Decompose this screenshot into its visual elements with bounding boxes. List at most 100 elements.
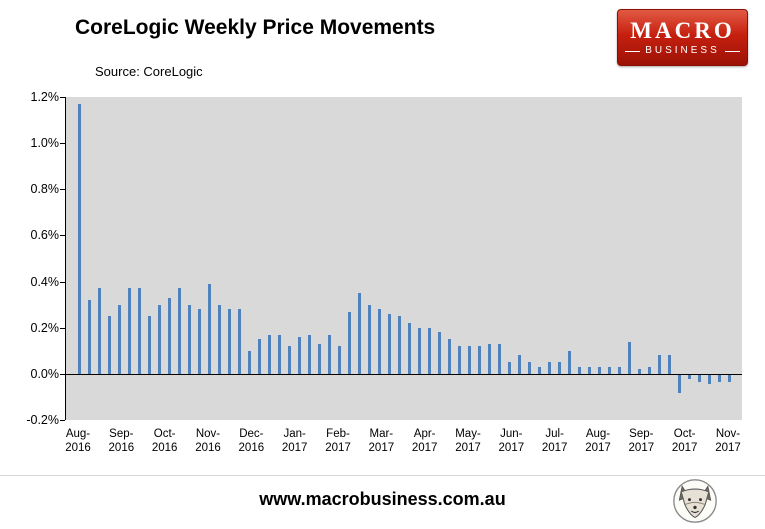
y-axis-tick bbox=[60, 420, 65, 421]
x-axis-label: Nov- 2017 bbox=[715, 428, 741, 454]
x-axis-label: Jan- 2017 bbox=[281, 428, 308, 454]
bar bbox=[587, 366, 591, 374]
bar bbox=[707, 374, 711, 385]
bar bbox=[187, 304, 191, 374]
bar bbox=[457, 346, 461, 374]
bar bbox=[257, 339, 261, 374]
bar bbox=[657, 355, 661, 374]
x-axis-label: Feb- 2017 bbox=[325, 428, 351, 454]
y-axis-label: 0.8% bbox=[30, 182, 60, 197]
y-axis-tick bbox=[60, 97, 65, 98]
x-axis-label: Oct- 2016 bbox=[151, 428, 178, 454]
bar bbox=[137, 288, 141, 374]
bar bbox=[437, 332, 441, 374]
bar bbox=[317, 343, 321, 374]
bar bbox=[487, 343, 491, 374]
y-axis-tick bbox=[60, 143, 65, 145]
y-axis-label: 0.4% bbox=[30, 274, 60, 289]
bar bbox=[277, 334, 281, 374]
y-axis-labels: 1.2% 1.0% 0.8% 0.6% 0.4% 0.2% 0.0% -0.2% bbox=[0, 90, 60, 427]
bar bbox=[547, 362, 551, 374]
bar bbox=[297, 336, 301, 374]
bar bbox=[117, 304, 121, 374]
x-axis-label: Dec- 2016 bbox=[238, 428, 265, 454]
bar bbox=[667, 355, 671, 374]
bar bbox=[407, 323, 411, 374]
bar bbox=[697, 374, 701, 382]
y-axis-label: 1.2% bbox=[30, 90, 60, 104]
bar bbox=[647, 366, 651, 374]
bar bbox=[717, 374, 721, 382]
fox-logo bbox=[672, 478, 718, 524]
x-axis-label: Sep- 2016 bbox=[108, 428, 135, 454]
x-axis-label: Jun- 2017 bbox=[498, 428, 525, 454]
y-axis-label: -0.2% bbox=[26, 413, 59, 427]
x-axis-zero-line bbox=[66, 373, 742, 375]
bar bbox=[87, 300, 91, 374]
y-axis-tick bbox=[60, 327, 65, 329]
x-axis-label: Apr- 2017 bbox=[411, 428, 438, 454]
macrobusiness-logo[interactable]: MACRO BUSINESS bbox=[617, 9, 748, 66]
bar bbox=[287, 346, 291, 374]
bar bbox=[357, 293, 361, 374]
bar bbox=[617, 366, 621, 374]
footer: www.macrobusiness.com.au bbox=[0, 475, 765, 527]
bar bbox=[447, 339, 451, 374]
x-axis-labels: Aug- 2016 Sep- 2016 Oct- 2016 Nov- 2016 Dec- 2016… bbox=[65, 427, 741, 463]
x-axis-label: Mar- 2017 bbox=[368, 428, 395, 454]
bar bbox=[627, 341, 631, 374]
bar bbox=[507, 362, 511, 374]
bar bbox=[637, 369, 641, 374]
bar bbox=[177, 288, 181, 374]
bar bbox=[377, 309, 381, 374]
logo-text-macro: MACRO bbox=[630, 18, 735, 43]
source-note: Source: CoreLogic bbox=[95, 64, 203, 79]
y-axis-tick bbox=[60, 189, 65, 191]
bar bbox=[567, 350, 571, 374]
bar bbox=[227, 309, 231, 374]
bar bbox=[157, 304, 161, 374]
bar bbox=[577, 366, 581, 374]
footer-url[interactable]: www.macrobusiness.com.au bbox=[259, 489, 506, 509]
y-axis-label: 0.2% bbox=[30, 320, 60, 335]
bar bbox=[477, 346, 481, 374]
chart-title: CoreLogic Weekly Price Movements bbox=[75, 16, 436, 39]
bar bbox=[467, 346, 471, 374]
x-axis-label: May- 2017 bbox=[455, 428, 481, 454]
bar bbox=[727, 374, 731, 382]
bar bbox=[687, 374, 691, 380]
bar bbox=[387, 313, 391, 374]
bar bbox=[367, 304, 371, 374]
y-axis-tick bbox=[60, 281, 65, 283]
bar bbox=[537, 366, 541, 374]
bar bbox=[127, 288, 131, 374]
bar bbox=[197, 309, 201, 374]
logo-text-business: BUSINESS bbox=[645, 45, 720, 56]
logo-rule-right bbox=[724, 50, 740, 52]
logo-business-row: BUSINESS bbox=[625, 46, 740, 56]
bar bbox=[427, 327, 431, 374]
bar bbox=[517, 355, 521, 374]
x-axis-label: Nov- 2016 bbox=[195, 428, 221, 454]
bar bbox=[527, 362, 531, 374]
bar bbox=[247, 350, 251, 374]
bar bbox=[237, 309, 241, 374]
bar bbox=[347, 311, 351, 374]
y-axis-tick bbox=[60, 235, 65, 237]
fox-icon bbox=[673, 479, 717, 523]
plot-area bbox=[60, 97, 742, 421]
bar bbox=[397, 316, 401, 374]
bar bbox=[417, 327, 421, 374]
bar bbox=[267, 334, 271, 374]
bar bbox=[107, 316, 111, 374]
bar bbox=[97, 288, 101, 374]
x-axis-label: Aug- 2017 bbox=[585, 428, 611, 454]
bar bbox=[77, 103, 81, 374]
bar bbox=[337, 346, 341, 374]
bar bbox=[147, 316, 151, 374]
x-axis-label: Oct- 2017 bbox=[671, 428, 698, 454]
bar bbox=[217, 304, 221, 374]
bar bbox=[677, 374, 681, 394]
x-axis-label: Aug- 2016 bbox=[65, 428, 91, 454]
